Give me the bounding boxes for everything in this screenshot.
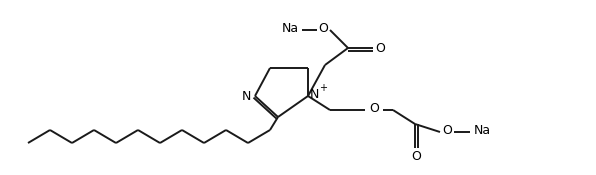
Text: O: O — [318, 23, 328, 36]
Text: Na: Na — [281, 23, 299, 36]
Text: N: N — [309, 89, 319, 101]
Text: O: O — [369, 103, 379, 116]
Text: O: O — [411, 149, 421, 163]
Text: +: + — [319, 83, 327, 93]
Text: O: O — [375, 43, 385, 55]
Text: Na: Na — [473, 124, 491, 138]
Text: O: O — [442, 124, 452, 138]
Text: N: N — [241, 89, 251, 103]
